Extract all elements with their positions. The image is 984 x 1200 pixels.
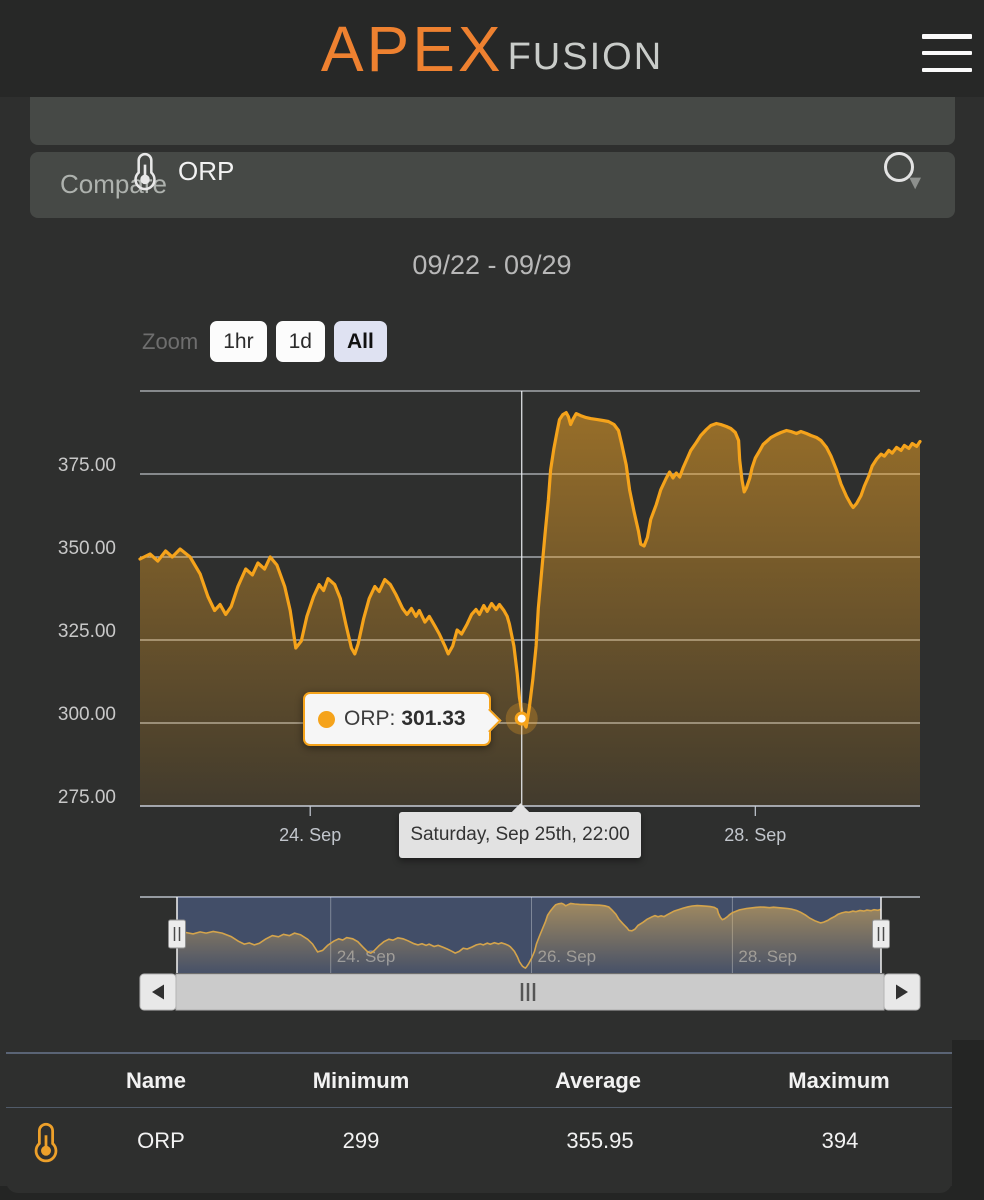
col-header-name: Name — [126, 1068, 186, 1093]
table-top-border — [6, 1052, 952, 1054]
orp-series — [138, 411, 922, 806]
probe-name: ORP — [178, 156, 235, 186]
y-axis-label: 275.00 — [58, 787, 116, 808]
y-axis-label: 325.00 — [58, 621, 116, 642]
series-dot-icon — [318, 710, 335, 728]
hover-point-marker — [505, 702, 538, 735]
table-header-divider — [6, 1107, 952, 1108]
right-gutter — [952, 1040, 984, 1200]
arrow-left-icon — [152, 984, 164, 1000]
y-axis-label: 375.00 — [58, 455, 116, 476]
x-axis-label: 28. Sep — [724, 825, 786, 845]
logo-apex-text: APEX — [320, 12, 504, 85]
chevron-down-icon: ▼ — [905, 172, 925, 194]
scrollbar-track[interactable] — [175, 973, 885, 1011]
y-axis-labels: 375.00 350.00 325.00 300.00 275.00 — [58, 455, 116, 808]
menu-button[interactable] — [922, 34, 972, 72]
navigator-area-fill — [177, 903, 881, 973]
navigator-right-handle[interactable] — [872, 919, 890, 949]
history-icon[interactable] — [884, 152, 914, 182]
col-header-average: Average — [554, 1068, 642, 1093]
row-maximum: 394 — [821, 1128, 859, 1153]
compare-label: Compare — [60, 169, 167, 199]
navigator-series-line — [176, 902, 882, 970]
zoom-button-all[interactable]: All — [333, 321, 387, 362]
zoom-label: Zoom — [142, 328, 199, 354]
zoom-button-1d[interactable]: 1d — [275, 321, 325, 362]
compare-dropdown[interactable]: Compare ▼ — [30, 152, 955, 218]
scrollbar-grip-icon[interactable] — [520, 983, 536, 1001]
scrollbar[interactable] — [139, 973, 921, 1011]
app-header: APEX FUSION — [0, 0, 984, 97]
col-header-maximum: Maximum — [788, 1068, 890, 1093]
navigator-left-handle[interactable] — [168, 919, 186, 949]
row-average: 355.95 — [566, 1128, 634, 1153]
date-tooltip-text: Saturday, Sep 25th, 22:00 — [410, 824, 630, 845]
logo-fusion-text: FUSION — [507, 35, 664, 78]
date-range-title: 09/22 - 09/29 — [412, 250, 572, 280]
tooltip-value: 301.33 — [401, 707, 466, 730]
zoom-button-1hr[interactable]: 1hr — [210, 321, 267, 362]
row-minimum: 299 — [342, 1128, 380, 1153]
y-axis-label: 300.00 — [58, 704, 116, 725]
apex-fusion-logo: APEX FUSION — [321, 17, 663, 81]
thermometer-icon — [34, 1122, 58, 1163]
zoom-controls: Zoom 1hr 1d All — [142, 321, 396, 362]
orp-series-line — [138, 411, 922, 729]
date-tooltip: Saturday, Sep 25th, 22:00 — [399, 803, 641, 858]
row-name: ORP — [137, 1128, 185, 1153]
thermometer-icon — [134, 152, 156, 191]
stats-table: Name Minimum Average Maximum ORP 299 355… — [6, 1040, 952, 1193]
y-axis-label: 350.00 — [58, 538, 116, 559]
hamburger-icon — [922, 34, 972, 39]
x-axis-label: 24. Sep — [279, 825, 341, 845]
orp-area-fill — [140, 412, 920, 806]
col-header-minimum: Minimum — [312, 1068, 410, 1093]
tooltip-series-label: ORP: — [344, 707, 396, 730]
point-tooltip: ORP: 301.33 — [303, 692, 502, 746]
arrow-right-icon — [896, 984, 908, 1000]
x-axis: 24. Sep 28. Sep — [140, 805, 920, 845]
